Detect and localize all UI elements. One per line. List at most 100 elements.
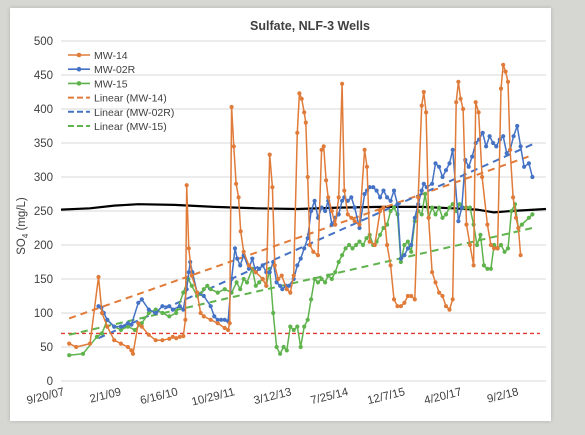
legend-entry: MW-14 <box>68 50 128 62</box>
data-point <box>105 317 110 322</box>
data-point <box>398 256 403 261</box>
data-point <box>271 310 276 316</box>
data-point <box>305 317 310 322</box>
data-point <box>491 140 496 146</box>
data-point <box>391 297 397 302</box>
data-point <box>136 321 141 326</box>
data-point <box>315 253 321 258</box>
data-point <box>423 191 428 197</box>
data-point <box>315 280 321 285</box>
data-point <box>270 185 275 190</box>
data-point <box>118 324 123 329</box>
data-point <box>186 270 191 275</box>
data-point <box>349 215 354 220</box>
data-point <box>498 242 504 248</box>
data-point <box>99 331 105 336</box>
data-point <box>87 341 93 346</box>
data-point <box>105 324 110 329</box>
data-point <box>398 304 403 309</box>
data-point <box>478 232 483 237</box>
data-point <box>405 246 410 251</box>
data-point <box>340 253 345 258</box>
y-axis-label-subscript: 4 <box>21 233 30 238</box>
data-point <box>433 161 438 166</box>
data-point <box>402 242 407 248</box>
data-point <box>409 242 414 248</box>
data-point <box>513 215 519 220</box>
data-point <box>250 256 255 261</box>
x-tick-label: 9/20/07 <box>26 386 66 407</box>
data-point <box>492 242 497 248</box>
data-point <box>378 232 383 237</box>
y-tick-label: 0 <box>47 376 53 388</box>
data-point <box>129 322 134 327</box>
legend-label: MW-15 <box>94 78 128 90</box>
data-point <box>177 334 182 339</box>
data-point <box>139 321 144 326</box>
chart-card: Sulfate, NLF-3 Wells 0 50 100 150 200 250 300 3… <box>10 8 551 421</box>
data-point <box>118 327 123 333</box>
data-point <box>511 195 516 200</box>
data-point <box>167 304 172 309</box>
y-tick-label: 100 <box>34 308 53 320</box>
data-point <box>405 293 410 299</box>
data-point <box>284 348 289 353</box>
data-point <box>509 208 514 214</box>
data-point <box>488 242 493 248</box>
legend-marker <box>76 66 82 72</box>
data-point <box>476 110 481 115</box>
data-point <box>257 280 262 285</box>
data-point <box>484 144 489 149</box>
data-point <box>437 164 442 169</box>
x-tick-label: 2/1/09 <box>89 386 123 405</box>
x-tick-label: 3/12/13 <box>253 386 293 407</box>
data-point <box>454 100 459 105</box>
data-point <box>153 307 158 312</box>
y-axis-label-base: SO <box>16 238 28 255</box>
data-point <box>279 273 284 278</box>
data-point <box>416 195 421 200</box>
data-point <box>447 307 452 312</box>
data-point <box>312 198 317 203</box>
data-point <box>495 246 500 251</box>
data-point <box>319 147 324 152</box>
data-point <box>433 212 438 217</box>
data-point <box>329 208 334 214</box>
data-point <box>153 338 158 343</box>
data-point <box>130 351 136 356</box>
data-point <box>378 195 383 200</box>
y-tick-labels: 0 50 100 150 200 250 300 350 400 450 500 <box>34 36 53 388</box>
data-point <box>498 86 504 91</box>
data-point <box>471 263 476 268</box>
data-point <box>253 283 258 288</box>
data-point <box>246 263 251 268</box>
data-point <box>160 310 165 316</box>
data-point <box>181 290 186 295</box>
data-point <box>447 205 452 210</box>
data-point <box>181 307 186 312</box>
y-tick-label: 400 <box>34 104 53 116</box>
data-point <box>378 208 383 214</box>
data-point <box>398 259 403 265</box>
data-point <box>522 164 527 169</box>
legend-marker <box>76 52 82 58</box>
data-point <box>184 183 189 188</box>
data-point <box>480 174 485 180</box>
y-tick-label: 350 <box>34 138 53 150</box>
data-point <box>167 336 172 341</box>
x-tick-label: 7/25/14 <box>309 386 350 407</box>
data-point <box>323 280 328 285</box>
data-point <box>67 341 72 346</box>
data-point <box>234 181 239 186</box>
data-point <box>231 144 236 149</box>
data-point <box>333 222 338 227</box>
data-point <box>177 304 182 309</box>
data-point <box>473 100 478 105</box>
data-point <box>530 174 535 180</box>
data-point <box>167 314 172 319</box>
data-point <box>372 242 377 248</box>
trendline <box>68 227 533 336</box>
data-point <box>362 191 367 197</box>
data-point <box>174 336 179 341</box>
